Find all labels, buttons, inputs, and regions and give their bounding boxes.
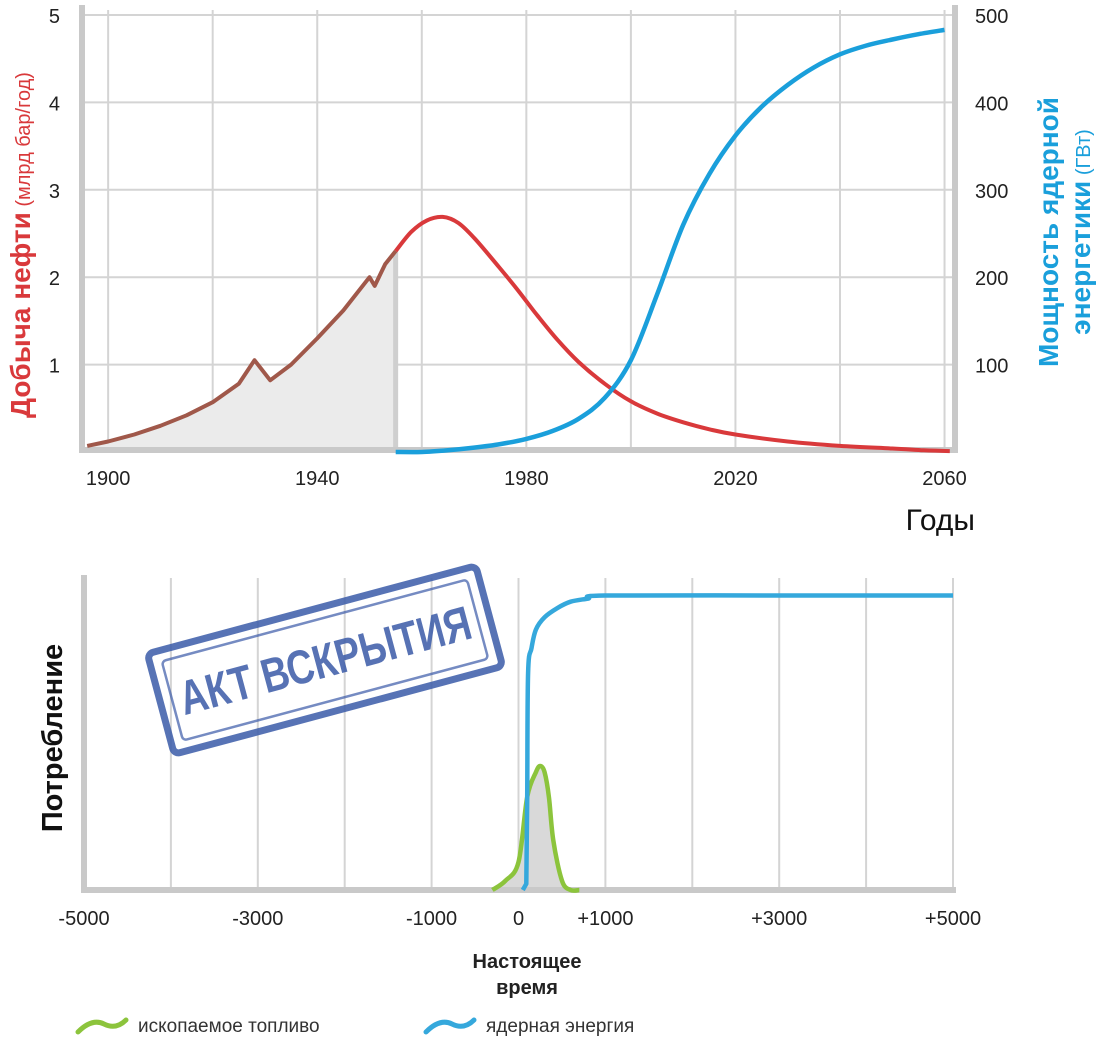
bottom-x-tick--1000: -1000 xyxy=(406,908,457,930)
bottom-x-tick-0: 0 xyxy=(513,908,524,930)
legend-swatch-nuclear-energy xyxy=(423,1017,477,1035)
right-y-label-bold: энергетики xyxy=(1065,181,1096,335)
top-right-y-tick-200: 200 xyxy=(975,268,1008,290)
top-left-y-tick-3: 3 xyxy=(49,181,60,203)
historic-shaded-area xyxy=(87,251,396,450)
top-x-tick-labels: 1900 1940 1980 2020 2060 xyxy=(86,468,967,490)
top-right-y-axis-label-line2: энергетики (ГВт) xyxy=(1065,129,1096,335)
bottom-x-tick-3000: +3000 xyxy=(751,908,807,930)
legend-label-fossil-fuel: ископаемое топливо xyxy=(138,1016,320,1037)
bottom-grid xyxy=(169,578,954,890)
top-left-y-tick-4: 4 xyxy=(49,93,60,115)
top-left-y-tick-2: 2 xyxy=(49,268,60,290)
right-y-label-units: (ГВт) xyxy=(1073,129,1095,181)
top-right-y-axis-label-line1: Мощность ядерной xyxy=(1033,97,1064,367)
top-right-y-tick-500: 500 xyxy=(975,6,1008,28)
oil-production-forecast-line xyxy=(394,214,950,454)
oil-production-historic-line xyxy=(86,249,398,448)
top-x-tick-1940: 1940 xyxy=(295,468,340,490)
nuclear-energy-line xyxy=(520,593,953,892)
stamp-border xyxy=(145,563,505,757)
nuclear-power-line xyxy=(395,27,945,455)
top-x-tick-1900: 1900 xyxy=(86,468,131,490)
top-right-y-tick-100: 100 xyxy=(975,356,1008,378)
consumption-chart: -5000 -3000 -1000 0 +1000 +3000 +5000 Потребле… xyxy=(37,563,981,999)
legend-label-nuclear-energy: ядерная энергия xyxy=(486,1016,634,1037)
fossil-fuel-line xyxy=(491,763,580,893)
top-axes xyxy=(79,5,958,453)
top-left-y-tick-1: 1 xyxy=(49,356,60,378)
bottom-x-tick--5000: -5000 xyxy=(58,908,109,930)
bottom-axes xyxy=(81,575,956,893)
stamp: АКТ ВСКРЫТИЯ xyxy=(145,563,505,757)
top-x-tick-2060: 2060 xyxy=(922,468,967,490)
top-right-y-tick-labels: 100 200 300 400 500 xyxy=(975,6,1008,378)
bottom-x-tick-1000: +1000 xyxy=(577,908,633,930)
left-y-label-units: (млрд бар/год) xyxy=(13,72,35,212)
top-left-y-axis-label: Добыча нефти (млрд бар/год) xyxy=(5,72,36,418)
top-x-tick-2020: 2020 xyxy=(713,468,758,490)
top-left-y-tick-5: 5 xyxy=(49,6,60,28)
left-y-label-bold: Добыча нефти xyxy=(5,212,36,418)
top-right-y-tick-400: 400 xyxy=(975,93,1008,115)
bottom-x-tick--3000: -3000 xyxy=(232,908,283,930)
bottom-x-tick-labels: -5000 -3000 -1000 0 +1000 +3000 +5000 xyxy=(58,908,981,930)
stamp-inner-border xyxy=(161,579,489,741)
bottom-x-label-line2: время xyxy=(496,977,558,999)
top-left-y-tick-labels: 1 2 3 4 5 xyxy=(49,6,60,378)
legend-swatch-fossil-fuel xyxy=(75,1017,129,1035)
top-grid xyxy=(82,10,955,450)
top-x-tick-1980: 1980 xyxy=(504,468,549,490)
oil-nuclear-chart: 1900 1940 1980 2020 2060 1 2 3 4 5 100 200 300 400 5… xyxy=(5,5,1096,537)
fossil-shaded-area xyxy=(492,766,580,891)
top-right-y-tick-300: 300 xyxy=(975,181,1008,203)
bottom-x-tick-5000: +5000 xyxy=(925,908,981,930)
top-x-axis-label: Годы xyxy=(906,504,975,537)
legend: ископаемое топливо ядерная энергия xyxy=(75,1016,634,1037)
bottom-y-axis-label: Потребление xyxy=(37,644,69,832)
bottom-x-label-line1: Настоящее xyxy=(473,951,582,973)
